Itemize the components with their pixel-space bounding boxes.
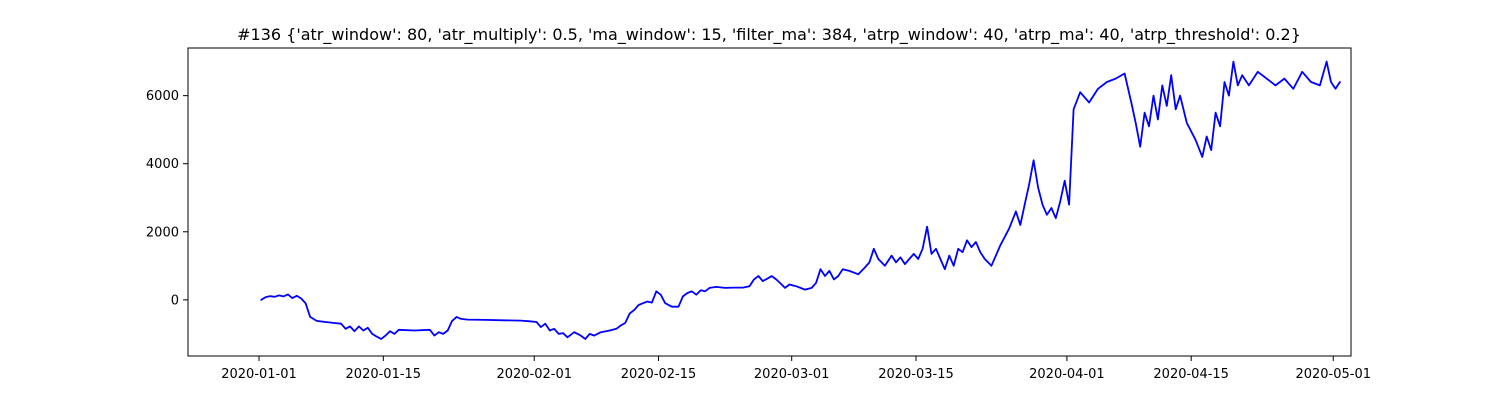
x-tick-label: 2020-02-01 bbox=[496, 367, 572, 382]
x-tick-label: 2020-02-15 bbox=[621, 367, 697, 382]
y-axis: 0 2000 4000 6000 bbox=[146, 89, 188, 308]
y-tick-label: 6000 bbox=[146, 89, 179, 104]
series-line bbox=[260, 60, 1341, 340]
x-tick-label: 2020-04-15 bbox=[1153, 367, 1229, 382]
x-tick-label: 2020-05-01 bbox=[1295, 367, 1371, 382]
x-tick-label: 2020-01-01 bbox=[221, 367, 297, 382]
x-tick-label: 2020-01-15 bbox=[346, 367, 422, 382]
x-tick-label: 2020-04-01 bbox=[1029, 367, 1105, 382]
y-tick-label: 0 bbox=[171, 293, 179, 308]
chart-title: #136 {'atr_window': 80, 'atr_multiply': … bbox=[237, 25, 1301, 45]
plot-area bbox=[187, 47, 1352, 357]
x-tick-label: 2020-03-01 bbox=[754, 367, 830, 382]
axes-frame bbox=[187, 47, 1352, 357]
y-tick-label: 2000 bbox=[146, 225, 179, 240]
x-tick-label: 2020-03-15 bbox=[878, 367, 954, 382]
series-layer bbox=[260, 60, 1341, 340]
x-axis: 2020-01-01 2020-01-15 2020-02-01 2020-02-15… bbox=[221, 356, 1371, 382]
y-tick-label: 4000 bbox=[146, 157, 179, 172]
